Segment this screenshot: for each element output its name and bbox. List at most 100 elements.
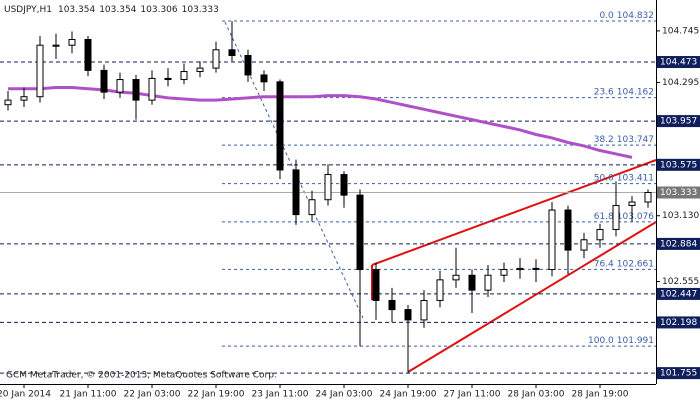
fib-level: 100.0 — [588, 336, 614, 346]
candle-body — [164, 77, 172, 81]
candle-body — [516, 267, 524, 271]
fib-label: 0.0 104.832 — [599, 10, 654, 20]
candle-body — [420, 299, 428, 321]
quote-close: 103.333 — [182, 5, 219, 15]
candle-body — [276, 81, 284, 171]
x-tick-label: 21 Jan 11:00 — [60, 390, 117, 400]
x-tick-label: 28 Jan 03:00 — [508, 390, 565, 400]
level-box — [657, 158, 700, 171]
candle-body — [68, 38, 76, 46]
level-label: 103.957 — [660, 117, 697, 127]
candle-body — [100, 69, 108, 93]
fib-price: 101.991 — [617, 336, 654, 346]
candle-body — [532, 267, 540, 271]
level-label: 102.198 — [660, 318, 697, 328]
level-label: 102.447 — [660, 289, 697, 299]
candle-body — [564, 209, 572, 251]
candle-body — [196, 67, 204, 73]
candle-body — [244, 55, 252, 76]
fib-label: 61.8 103.076 — [594, 211, 655, 221]
candle-body — [324, 174, 332, 201]
level-box — [657, 316, 700, 329]
footer: GCM MetaTrader, © 2001-2013, MetaQuotes … — [6, 371, 277, 381]
candle-body — [484, 274, 492, 291]
candle-body — [596, 228, 604, 241]
moving-average — [8, 86, 633, 159]
x-tick-label: 28 Jan 19:00 — [572, 390, 629, 400]
candle-body — [52, 44, 60, 47]
x-tick-label: 24 Jan 03:00 — [316, 390, 373, 400]
x-tick-label: 20 Jan 2014 — [0, 390, 51, 400]
level-box — [657, 287, 700, 300]
candle-body — [36, 44, 44, 98]
level-box — [657, 367, 700, 380]
level-label: 101.755 — [660, 369, 697, 379]
fib-level: 76.4 — [594, 259, 614, 269]
candle-body — [372, 269, 380, 301]
quote-high: 103.354 — [99, 5, 136, 15]
y-tick-label: 103.130 — [662, 211, 699, 221]
level-box — [657, 56, 700, 69]
header: USDJPY,H1 103.354 103.354 103.306 103.333 — [4, 5, 219, 15]
candle-body — [500, 269, 508, 276]
level-label: 103.575 — [660, 160, 697, 170]
fib-level: 0.0 — [599, 10, 614, 20]
x-tick-label: 23 Jan 11:00 — [252, 390, 309, 400]
fib-price: 102.661 — [617, 259, 654, 269]
fib-label: 100.0 101.991 — [588, 336, 654, 346]
x-tick-label: 24 Jan 19:00 — [380, 390, 437, 400]
candle-body — [228, 49, 236, 57]
x-tick-label: 22 Jan 03:00 — [124, 390, 181, 400]
level-label: 102.884 — [660, 239, 697, 249]
candle-body — [132, 79, 140, 101]
candle-body — [20, 96, 28, 101]
candle-body — [404, 309, 412, 321]
fib-price: 103.747 — [617, 135, 654, 145]
fib-label: 50.0 103.411 — [594, 173, 654, 183]
fib-label: 23.6 104.162 — [594, 87, 654, 97]
candle-body — [628, 201, 636, 206]
fib-level: 23.6 — [594, 87, 614, 97]
candle-body — [644, 192, 652, 203]
fib-price: 103.076 — [617, 211, 654, 221]
candle-body — [116, 79, 124, 93]
level-box — [657, 237, 700, 250]
quote-low: 103.306 — [140, 5, 177, 15]
fib-level: 38.2 — [594, 135, 614, 145]
candle-body — [356, 194, 364, 271]
candle-body — [340, 174, 348, 196]
trend-line-upper — [371, 159, 657, 266]
level-box — [657, 115, 700, 128]
fib-level: 61.8 — [594, 211, 614, 221]
fib-price: 104.832 — [617, 10, 654, 20]
quote-open: 103.354 — [58, 5, 95, 15]
candle-body — [148, 77, 156, 101]
candle-body — [84, 38, 92, 71]
current-price-box — [657, 186, 700, 199]
candle-body — [452, 274, 460, 281]
y-tick-label: 104.745 — [662, 26, 699, 36]
level-label: 104.473 — [660, 58, 697, 68]
candle-body — [548, 209, 556, 271]
fib-level: 50.0 — [594, 173, 614, 183]
candle-body — [612, 204, 620, 230]
candle-body — [4, 99, 12, 106]
candle-body — [292, 169, 300, 216]
fib-label: 76.4 102.661 — [594, 259, 654, 269]
y-tick-label: 104.295 — [662, 78, 699, 88]
x-tick-label: 27 Jan 11:00 — [444, 390, 501, 400]
candle-body — [468, 274, 476, 291]
candle-body — [308, 199, 316, 216]
candle-body — [260, 74, 268, 83]
trend-line-lower — [407, 221, 657, 373]
candle-body — [388, 299, 396, 311]
candle-body — [580, 239, 588, 251]
fib-price: 103.411 — [617, 173, 654, 183]
candle-body — [436, 279, 444, 301]
fib-label: 38.2 103.747 — [594, 135, 654, 145]
candle-body — [212, 49, 220, 69]
x-tick-label: 22 Jan 19:00 — [188, 390, 245, 400]
y-tick-label: 102.555 — [662, 277, 699, 287]
